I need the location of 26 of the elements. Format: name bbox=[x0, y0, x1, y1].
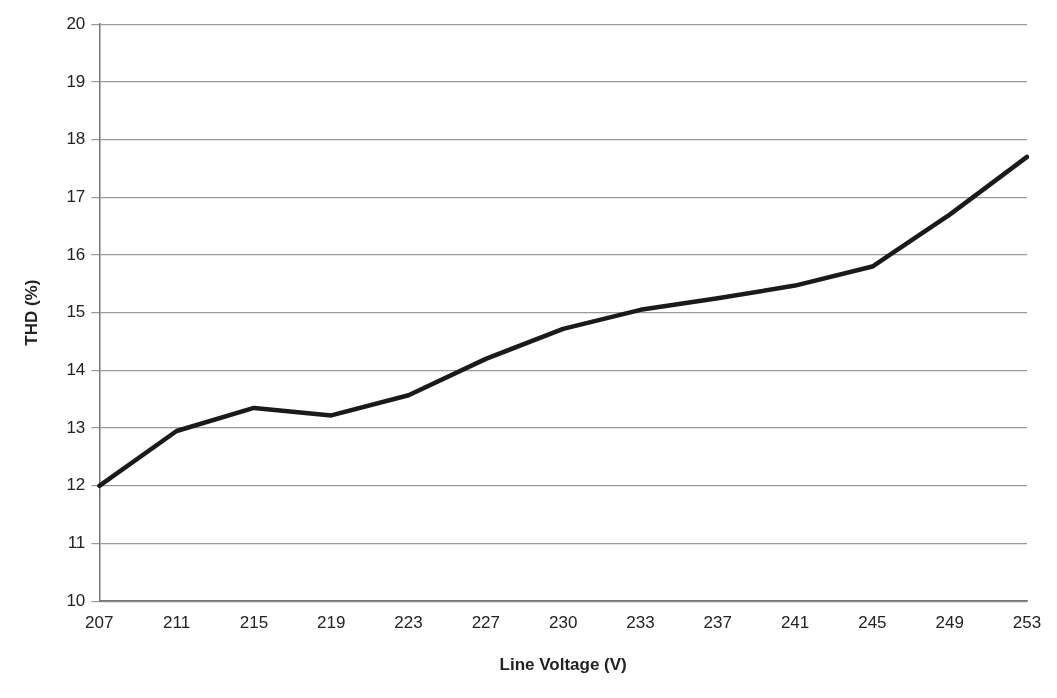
x-tick-label: 219 bbox=[317, 613, 346, 633]
y-tick-label: 12 bbox=[66, 475, 86, 495]
x-tick-label: 227 bbox=[471, 613, 501, 633]
y-tick-label: 20 bbox=[66, 13, 86, 33]
y-tick-label: 14 bbox=[66, 360, 86, 380]
y-tick-label: 17 bbox=[66, 186, 86, 206]
y-tick-label: 15 bbox=[66, 302, 86, 322]
x-tick-label: 223 bbox=[394, 613, 423, 633]
y-tick-label: 11 bbox=[67, 533, 86, 553]
x-tick-label: 211 bbox=[163, 613, 191, 633]
x-axis-title: Line Voltage (V) bbox=[499, 655, 627, 675]
y-tick-label: 16 bbox=[66, 244, 86, 264]
x-tick-label: 207 bbox=[85, 613, 114, 633]
x-tick-label: 233 bbox=[626, 613, 655, 633]
y-tick-label: 18 bbox=[66, 129, 86, 149]
y-tick-label: 13 bbox=[66, 417, 86, 437]
x-tick-label: 245 bbox=[858, 613, 887, 633]
x-tick-label: 230 bbox=[548, 613, 578, 633]
x-tick-label: 237 bbox=[703, 613, 732, 633]
x-tick-label: 253 bbox=[1012, 613, 1042, 633]
y-tick-label: 19 bbox=[66, 71, 86, 91]
x-tick-label: 249 bbox=[935, 613, 964, 633]
y-tick-label: 10 bbox=[66, 590, 86, 610]
x-tick-label: 241 bbox=[780, 613, 810, 633]
x-tick-label: 215 bbox=[239, 613, 269, 633]
y-axis-title: THD (%) bbox=[21, 279, 41, 346]
